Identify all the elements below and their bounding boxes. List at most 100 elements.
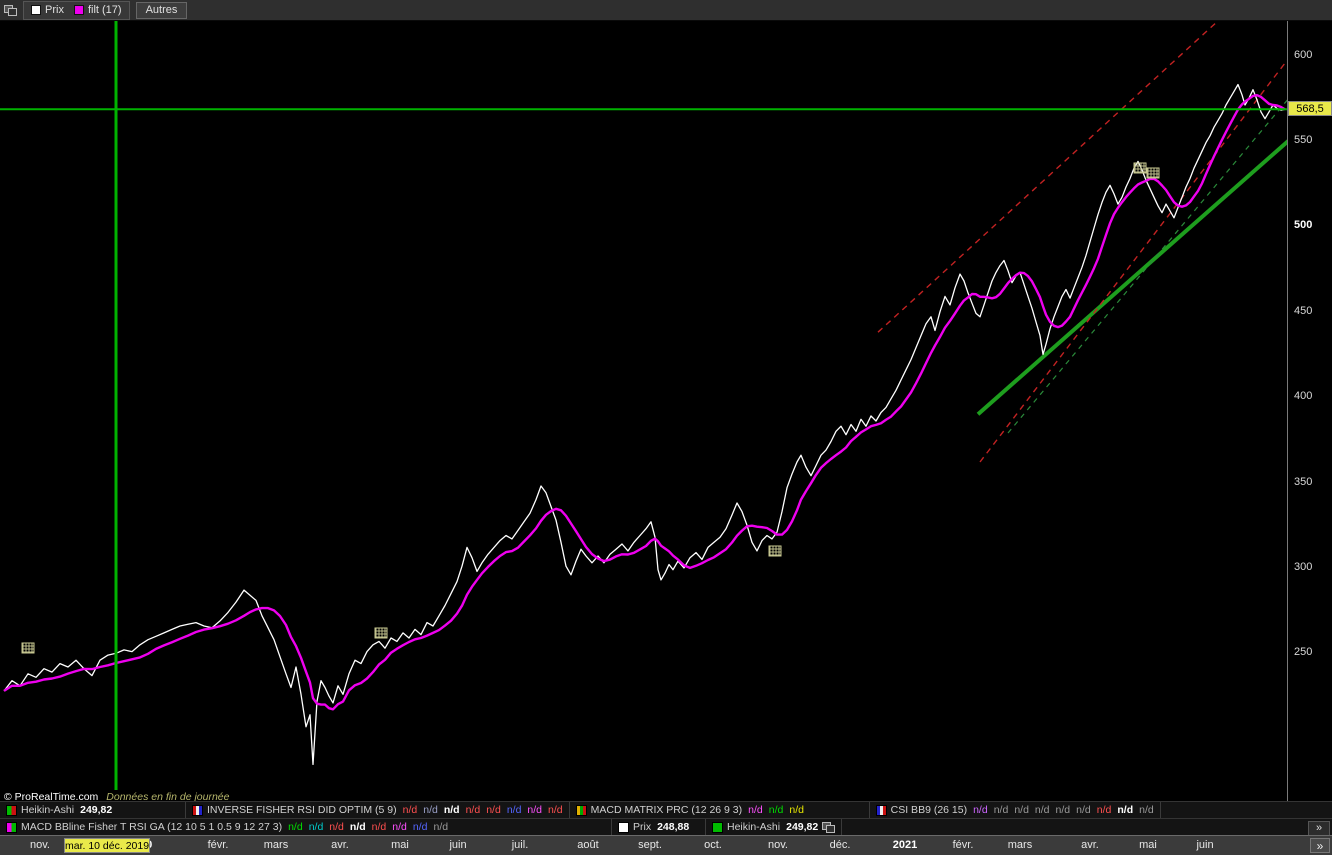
indicator-color-icon — [575, 804, 587, 816]
legend-prix-label: Prix — [45, 4, 64, 16]
position-marker-icon[interactable] — [374, 627, 388, 639]
indicator-nd-value: n/d — [993, 804, 1009, 816]
indicator-label: Heikin-Ashi — [21, 804, 75, 816]
indicator-color-icon — [6, 804, 17, 816]
end-of-day-note: Données en fin de journée — [106, 791, 230, 803]
legend-filt[interactable]: filt (17) — [73, 4, 122, 16]
indicator-label: MACD MATRIX PRC (12 26 9 3) — [590, 804, 743, 816]
autres-button[interactable]: Autres — [135, 1, 188, 19]
thick-green-support[interactable] — [976, 134, 1287, 416]
indicator-segment[interactable]: MACD MATRIX PRC (12 26 9 3) n/d n/d n/d — [570, 802, 870, 818]
chart-area[interactable] — [0, 21, 1287, 790]
indicator-nd-value: n/d — [371, 821, 387, 833]
indicator-value: 249,82 — [786, 821, 819, 833]
y-axis-tick: 400 — [1294, 390, 1313, 402]
scroll-right-chevron[interactable]: » — [1310, 838, 1330, 853]
prix-line[interactable] — [3, 83, 1286, 766]
copyright-text: © ProRealTime.com — [4, 791, 99, 803]
indicator-segment[interactable]: Heikin-Ashi 249,82 — [0, 802, 186, 818]
y-axis-tick: 350 — [1294, 476, 1313, 488]
indicator-nd-value: n/d — [1139, 804, 1154, 816]
filt-color-swatch — [73, 5, 84, 15]
indicator-nd-value: n/d — [768, 804, 784, 816]
indicator-nd-value: n/d — [402, 804, 418, 816]
indicator-row-chevron[interactable]: » — [1308, 821, 1330, 836]
green-dashed[interactable] — [1007, 90, 1287, 434]
indicator-segment[interactable]: Prix 248,88 — [612, 819, 706, 835]
y-axis-tick: 550 — [1294, 134, 1313, 146]
x-axis-month-label: déc. — [829, 839, 851, 851]
indicator-segment[interactable]: Heikin-Ashi 249,82 — [706, 819, 843, 835]
indicator-nd-value: n/d — [392, 821, 407, 833]
y-axis-tick: 600 — [1294, 49, 1313, 61]
indicator-nd-value: n/d — [1055, 804, 1071, 816]
indicator-nd-value: n/d — [308, 821, 324, 833]
legend-prix[interactable]: Prix — [31, 4, 64, 16]
x-axis-month-label: 2021 — [892, 839, 918, 851]
indicator-nd-value: n/d — [527, 804, 543, 816]
indicator-nd-value: n/d — [412, 821, 428, 833]
indicator-segment[interactable]: MACD BBline Fisher T RSI GA (12 10 5 1 0… — [0, 819, 612, 835]
indicator-label: INVERSE FISHER RSI DID OPTIM (5 9) — [207, 804, 397, 816]
indicator-nd-value: n/d — [465, 804, 481, 816]
position-marker-icon[interactable] — [768, 545, 782, 557]
x-axis-month-label: oct. — [704, 839, 722, 851]
chart-windows-icon[interactable] — [822, 821, 836, 833]
red-dashed-upper[interactable] — [877, 21, 1238, 333]
chart-toolbar: Prix filt (17) Autres — [0, 0, 1332, 21]
indicator-color-icon — [875, 804, 887, 816]
date-cursor-label: mar. 10 déc. 2019 — [64, 838, 150, 853]
indicator-nd-value: n/d — [1076, 804, 1091, 816]
y-axis-tick: 500 — [1294, 219, 1313, 231]
x-axis-month-label: mai — [1139, 839, 1157, 851]
position-marker-icon[interactable] — [1146, 167, 1160, 179]
indicator-nd-value: n/d — [789, 804, 804, 816]
x-axis-month-label: juin — [449, 839, 467, 851]
y-axis-tick: 300 — [1294, 561, 1313, 573]
position-marker-icon[interactable] — [1133, 162, 1147, 174]
indicator-nd-value: n/d — [288, 821, 303, 833]
price-axis[interactable]: 568,5 600 550 500 450 400 350 300 250 — [1287, 21, 1332, 835]
indicator-label: MACD BBline Fisher T RSI GA (12 10 5 1 0… — [21, 821, 283, 833]
filt-line[interactable] — [3, 93, 1286, 711]
indicator-nd-value: n/d — [1034, 804, 1050, 816]
position-marker-icon[interactable] — [21, 642, 35, 654]
indicator-value: 249,82 — [80, 804, 113, 816]
indicator-color-icon — [618, 821, 629, 833]
indicator-nd-value: n/d — [423, 804, 438, 816]
price-cursor-label: 568,5 — [1288, 101, 1332, 116]
price-chart-svg[interactable] — [0, 21, 1287, 790]
indicator-value: 248,88 — [657, 821, 690, 833]
indicator-nd-value: n/d — [349, 821, 366, 833]
x-axis-month-label: nov. — [768, 839, 788, 851]
x-axis-month-label: mars — [263, 839, 289, 851]
indicator-nd-value: n/d — [973, 804, 988, 816]
indicator-nd-value: n/d — [433, 821, 449, 833]
x-axis-month-label: nov. — [30, 839, 50, 851]
indicator-label: Prix — [633, 821, 652, 833]
x-axis-month-label: mars — [1007, 839, 1033, 851]
x-axis-month-label: févr. — [207, 839, 229, 851]
indicator-color-icon — [712, 821, 723, 833]
indicator-label: Heikin-Ashi — [727, 821, 781, 833]
chart-footer-note: © ProRealTime.com Données en fin de journ… — [4, 791, 229, 803]
red-dashed-lower[interactable] — [979, 49, 1287, 463]
indicator-nd-value: n/d — [1117, 804, 1134, 816]
y-axis-tick: 250 — [1294, 646, 1313, 658]
indicator-row-1: Heikin-Ashi 249,82 INVERSE FISHER RSI DID … — [0, 801, 1332, 818]
indicator-nd-value: n/d — [548, 804, 563, 816]
indicator-segment[interactable]: CSI BB9 (26 15) n/d n/d n/d n/d n/d n/d n/d n/d n… — [870, 802, 1161, 818]
x-axis-month-label: mai — [391, 839, 409, 851]
indicator-nd-value: n/d — [748, 804, 763, 816]
indicator-segment[interactable]: INVERSE FISHER RSI DID OPTIM (5 9) n/d n/d… — [186, 802, 570, 818]
indicator-nd-value: n/d — [1014, 804, 1029, 816]
prix-color-swatch — [31, 5, 41, 15]
y-axis-tick: 450 — [1294, 305, 1313, 317]
x-axis-month-label: juin — [1196, 839, 1214, 851]
detach-window-icon[interactable] — [4, 4, 17, 16]
time-axis[interactable]: » nov.2020févr.marsavr.maijuinjuil.aoûts… — [0, 835, 1332, 855]
indicator-label: CSI BB9 (26 15) — [890, 804, 968, 816]
indicator-nd-value: n/d — [443, 804, 460, 816]
indicator-nd-value: n/d — [329, 821, 344, 833]
